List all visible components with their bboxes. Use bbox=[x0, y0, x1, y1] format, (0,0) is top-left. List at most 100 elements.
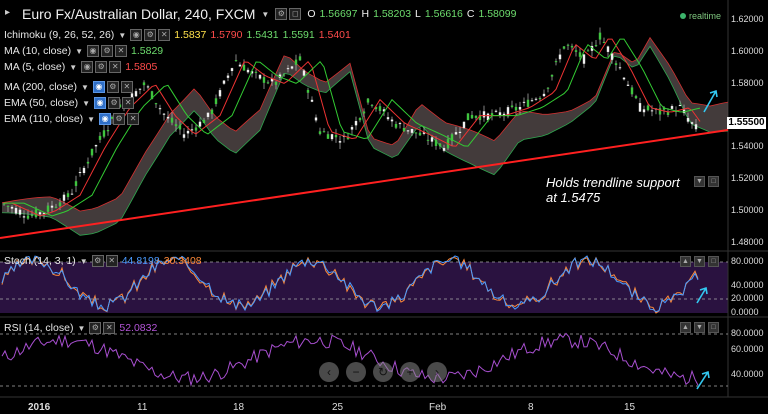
settings-icon[interactable]: ⚙ bbox=[101, 45, 114, 57]
price-tick-label: 1.58000 bbox=[731, 77, 764, 88]
symbol-title[interactable]: Euro Fx/Australian Dollar, 240, FXCM bbox=[22, 6, 256, 22]
indicator-row: MA (5, close) ▼ ◉ ⚙ ✕ 1.5805 bbox=[4, 61, 157, 73]
close-icon[interactable]: ✕ bbox=[109, 61, 122, 73]
stoch-maximize-icon[interactable]: □ bbox=[708, 256, 719, 267]
indicator-buttons: ◉ ⚙ ✕ bbox=[99, 113, 140, 125]
candle-body bbox=[374, 107, 378, 110]
eye-icon[interactable]: ◉ bbox=[87, 45, 100, 57]
candle-body bbox=[138, 88, 142, 90]
candle-body bbox=[358, 118, 362, 121]
indicator-caret-icon[interactable]: ▼ bbox=[87, 114, 96, 124]
rsi-move-down-icon[interactable]: ▼ bbox=[694, 322, 705, 333]
indicator-label[interactable]: MA (200, close) bbox=[4, 81, 77, 93]
candle-body bbox=[574, 50, 578, 52]
settings-icon[interactable]: ⚙ bbox=[144, 29, 157, 41]
hide-icon[interactable]: ◻ bbox=[289, 8, 302, 20]
stoch-close-icon[interactable]: ✕ bbox=[105, 255, 118, 267]
candle-body bbox=[322, 131, 326, 133]
rsi-maximize-icon[interactable]: □ bbox=[708, 322, 719, 333]
stoch-d-value: 30.3408 bbox=[163, 255, 202, 267]
settings-icon[interactable]: ⚙ bbox=[95, 61, 108, 73]
settings-icon[interactable]: ⚙ bbox=[106, 81, 119, 93]
stoch-caret-icon[interactable]: ▼ bbox=[79, 256, 88, 266]
indicator-value: 1.5431 bbox=[246, 29, 279, 41]
close-icon[interactable]: ✕ bbox=[122, 97, 135, 109]
eye-icon[interactable]: ◉ bbox=[94, 97, 107, 109]
settings-icon[interactable]: ⚙ bbox=[275, 8, 288, 20]
symbol-dropdown-arrow[interactable]: ▸ bbox=[5, 7, 11, 18]
candle-body bbox=[162, 113, 166, 115]
rsi-label[interactable]: RSI (14, close) bbox=[4, 322, 74, 334]
candle-body bbox=[110, 116, 114, 119]
reset-icon[interactable]: ↻ bbox=[373, 362, 393, 382]
scroll-left-icon[interactable]: ‹ bbox=[319, 362, 339, 382]
candle-body bbox=[178, 125, 182, 130]
main-move-down-icon[interactable]: ▼ bbox=[694, 176, 705, 187]
main-maximize-icon[interactable]: □ bbox=[708, 176, 719, 187]
indicator-caret-icon[interactable]: ▼ bbox=[82, 98, 91, 108]
rsi-caret-icon[interactable]: ▼ bbox=[77, 323, 86, 333]
eye-icon[interactable]: ◉ bbox=[92, 81, 105, 93]
candle-body bbox=[270, 78, 274, 82]
stoch-settings-icon[interactable]: ⚙ bbox=[91, 255, 104, 267]
time-tick-label: Feb bbox=[429, 402, 447, 413]
rsi-close-icon[interactable]: ✕ bbox=[103, 322, 116, 334]
main-up-arrow-icon bbox=[703, 90, 717, 113]
candle-body bbox=[470, 114, 474, 119]
scroll-right-icon[interactable]: › bbox=[427, 362, 447, 382]
candle-body bbox=[218, 90, 222, 97]
candle-body bbox=[558, 54, 562, 60]
candle-body bbox=[382, 109, 386, 112]
price-tick-label: 1.48000 bbox=[731, 237, 764, 247]
candle-body bbox=[326, 134, 330, 139]
stoch-tick-label: 40.0000 bbox=[731, 280, 764, 290]
stoch-move-up-icon[interactable]: ▲ bbox=[680, 256, 691, 267]
symbol-caret-icon[interactable]: ▼ bbox=[261, 9, 270, 19]
candle-body bbox=[22, 216, 26, 218]
indicator-label[interactable]: MA (10, close) bbox=[4, 45, 72, 57]
settings-icon[interactable]: ⚙ bbox=[108, 97, 121, 109]
indicator-caret-icon[interactable]: ▼ bbox=[75, 46, 84, 56]
candle-body bbox=[622, 77, 626, 80]
indicator-label[interactable]: Ichimoku (9, 26, 52, 26) bbox=[4, 29, 115, 41]
candle-body bbox=[474, 115, 478, 118]
eye-icon[interactable]: ◉ bbox=[81, 61, 94, 73]
stoch-tick-label: 20.0000 bbox=[731, 293, 764, 303]
candle-body bbox=[78, 172, 82, 174]
eye-icon[interactable]: ◉ bbox=[99, 113, 112, 125]
candle-body bbox=[58, 202, 62, 206]
candle-body bbox=[102, 130, 106, 137]
candle-body bbox=[190, 129, 194, 131]
indicator-caret-icon[interactable]: ▼ bbox=[80, 82, 89, 92]
indicator-caret-icon[interactable]: ▼ bbox=[118, 30, 127, 40]
candle-body bbox=[402, 127, 406, 132]
candle-body bbox=[434, 140, 438, 146]
indicator-buttons: ◉ ⚙ ✕ bbox=[92, 81, 133, 93]
rsi-move-up-icon[interactable]: ▲ bbox=[680, 322, 691, 333]
stoch-tick-label: 80.0000 bbox=[731, 256, 764, 266]
zoom-out-icon[interactable]: − bbox=[346, 362, 366, 382]
candle-body bbox=[6, 205, 10, 207]
rsi-legend: RSI (14, close) ▼ ⚙ ✕ 52.0832 bbox=[4, 322, 157, 334]
candle-body bbox=[694, 124, 698, 130]
annotation-line-2: at 1.5475 bbox=[546, 190, 601, 205]
close-icon[interactable]: ✕ bbox=[127, 113, 140, 125]
indicator-buttons: ◉ ⚙ ✕ bbox=[81, 61, 122, 73]
stoch-move-down-icon[interactable]: ▼ bbox=[694, 256, 705, 267]
zoom-in-icon[interactable]: + bbox=[400, 362, 420, 382]
rsi-settings-icon[interactable]: ⚙ bbox=[89, 322, 102, 334]
eye-icon[interactable]: ◉ bbox=[130, 29, 143, 41]
close-icon[interactable]: ✕ bbox=[120, 81, 133, 93]
stoch-label[interactable]: Stoch (14, 3, 1) bbox=[4, 255, 76, 267]
close-icon[interactable]: ✕ bbox=[115, 45, 128, 57]
indicator-label[interactable]: EMA (110, close) bbox=[4, 113, 84, 125]
settings-icon[interactable]: ⚙ bbox=[113, 113, 126, 125]
close-icon[interactable]: ✕ bbox=[158, 29, 171, 41]
indicator-caret-icon[interactable]: ▼ bbox=[69, 62, 78, 72]
candle-body bbox=[66, 193, 70, 198]
stoch-legend: Stoch (14, 3, 1) ▼ ⚙ ✕ 44.8198 30.3408 bbox=[4, 255, 202, 267]
indicator-label[interactable]: MA (5, close) bbox=[4, 61, 66, 73]
candle-body bbox=[466, 113, 470, 121]
indicator-label[interactable]: EMA (50, close) bbox=[4, 97, 79, 109]
